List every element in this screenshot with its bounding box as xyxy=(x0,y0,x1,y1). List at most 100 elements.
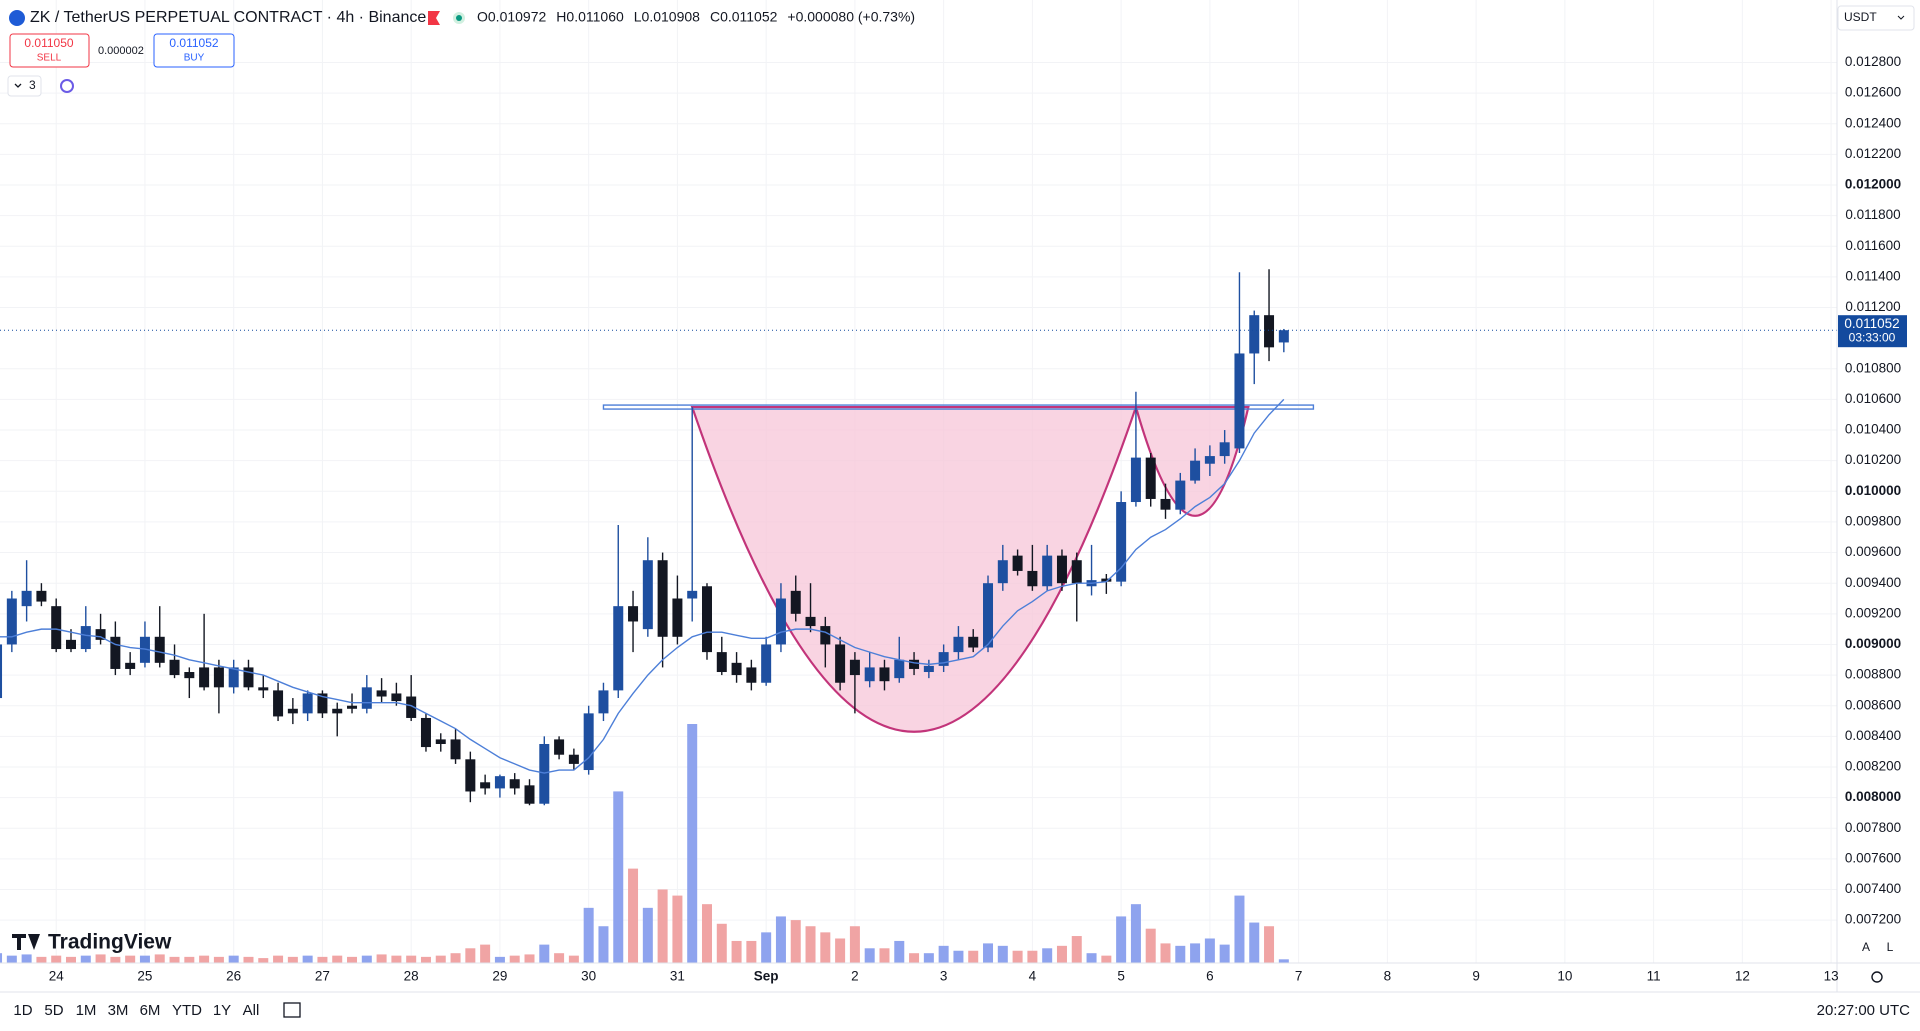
last-price-box xyxy=(1838,315,1907,348)
volume-bar xyxy=(923,953,934,963)
volume-bar xyxy=(1204,938,1215,963)
candle-body xyxy=(509,779,520,789)
volume-bar xyxy=(154,954,165,963)
candle-body xyxy=(894,659,905,679)
y-tick-label: 0.012600 xyxy=(1845,85,1901,100)
candle-body xyxy=(450,739,461,760)
volume-bar xyxy=(1086,953,1097,963)
indicator-icon[interactable] xyxy=(60,79,74,93)
flag-icon[interactable] xyxy=(428,11,440,25)
volume-bar xyxy=(1042,948,1053,963)
auto-scale[interactable]: A xyxy=(1862,940,1870,954)
range-button[interactable]: YTD xyxy=(172,1002,202,1019)
y-tick-label: 0.008800 xyxy=(1845,667,1901,682)
volume-bar xyxy=(213,956,224,963)
volume-bar xyxy=(169,956,180,963)
volume-bar xyxy=(1264,926,1275,963)
currency-select[interactable] xyxy=(1837,5,1915,31)
candle-body xyxy=(154,636,165,663)
x-tick-label: 13 xyxy=(1824,969,1839,984)
volume-bar xyxy=(775,916,786,963)
candle-body xyxy=(997,560,1008,584)
resistance-line xyxy=(602,404,1315,410)
sell-button[interactable] xyxy=(9,33,90,68)
clock: 20:27:00 UTC xyxy=(1817,1002,1911,1019)
range-button[interactable]: All xyxy=(243,1002,260,1019)
candle-body xyxy=(494,776,505,789)
volume-bar xyxy=(51,955,62,963)
sell-price[interactable]: 0.011050 xyxy=(24,36,73,50)
range-button[interactable]: 5D xyxy=(44,1002,63,1019)
candle-body xyxy=(820,626,831,645)
candle-body xyxy=(1012,555,1023,571)
candle-body xyxy=(65,639,76,650)
y-tick-label: 0.007600 xyxy=(1845,850,1901,865)
volume-bar xyxy=(539,944,550,963)
x-tick-label: 7 xyxy=(1295,969,1303,984)
candle-body xyxy=(761,644,772,683)
volume-bar xyxy=(95,954,106,963)
candle-body xyxy=(1249,315,1260,354)
settings-icon[interactable] xyxy=(1871,971,1883,983)
volume-bar xyxy=(347,956,358,963)
volume-bar xyxy=(1160,943,1171,963)
volume-bar xyxy=(746,940,757,963)
candle-body xyxy=(731,662,742,676)
candle-body xyxy=(1264,315,1275,348)
candle-body xyxy=(716,652,727,673)
spread: 0.000002 xyxy=(98,45,144,57)
buy-label[interactable]: BUY xyxy=(184,53,205,64)
x-tick-label: 30 xyxy=(581,969,596,984)
volume-bar xyxy=(864,948,875,963)
currency[interactable]: USDT xyxy=(1844,10,1877,24)
buy-price[interactable]: 0.011052 xyxy=(169,36,218,50)
sell-label[interactable]: SELL xyxy=(37,53,62,64)
x-tick-label: 31 xyxy=(670,969,685,984)
y-tick-label: 0.010400 xyxy=(1845,422,1901,437)
candle-body xyxy=(923,665,934,673)
ohlc-legend: O0.010972 H0.011060 L0.010908 C0.011052 +0.0… xyxy=(477,9,915,25)
chevron-icon xyxy=(1897,15,1905,20)
candle-body xyxy=(1204,456,1215,464)
range-button[interactable]: 6M xyxy=(140,1002,161,1019)
volume-bar xyxy=(997,945,1008,963)
range-button[interactable]: 1D xyxy=(13,1002,32,1019)
x-tick-label: Sep xyxy=(754,969,779,984)
volume-bar xyxy=(790,920,801,963)
volume-bar xyxy=(701,904,712,963)
volume-bar xyxy=(6,955,17,963)
volume-bar xyxy=(36,956,47,963)
calendar-icon[interactable] xyxy=(283,1002,301,1018)
volume-bar xyxy=(953,950,964,963)
candle-body xyxy=(568,754,579,764)
candle-body xyxy=(243,667,254,688)
volume-bar xyxy=(1234,895,1245,963)
y-tick-label: 0.007800 xyxy=(1845,820,1901,835)
log-scale[interactable]: L xyxy=(1887,940,1894,954)
symbol-title: ZK / TetherUS PERPETUAL CONTRACT · 4h · … xyxy=(30,9,426,26)
x-tick-label: 9 xyxy=(1472,969,1480,984)
y-tick-label: 0.012400 xyxy=(1845,115,1901,130)
range-button[interactable]: 1M xyxy=(76,1002,97,1019)
range-button[interactable]: 1Y xyxy=(213,1002,231,1019)
candle-body xyxy=(790,590,801,614)
volume-bar xyxy=(480,944,491,963)
volume-bar xyxy=(420,956,431,963)
volume-bar xyxy=(435,955,446,963)
volume-bar xyxy=(125,955,136,963)
y-tick-label: 0.008400 xyxy=(1845,728,1901,743)
indicators-count[interactable]: 3 xyxy=(29,78,36,92)
candle-body xyxy=(1219,442,1230,457)
candle-body xyxy=(642,560,653,630)
y-tick-label: 0.009800 xyxy=(1845,513,1901,528)
range-button[interactable]: 3M xyxy=(108,1002,129,1019)
x-tick-label: 10 xyxy=(1557,969,1572,984)
indicators-toggle[interactable] xyxy=(7,75,42,97)
candle-body xyxy=(1130,457,1141,503)
candle-body xyxy=(287,708,298,714)
buy-button[interactable] xyxy=(153,33,235,68)
candle-body xyxy=(554,739,565,755)
candle-body xyxy=(909,659,920,669)
candle-body xyxy=(835,644,846,683)
